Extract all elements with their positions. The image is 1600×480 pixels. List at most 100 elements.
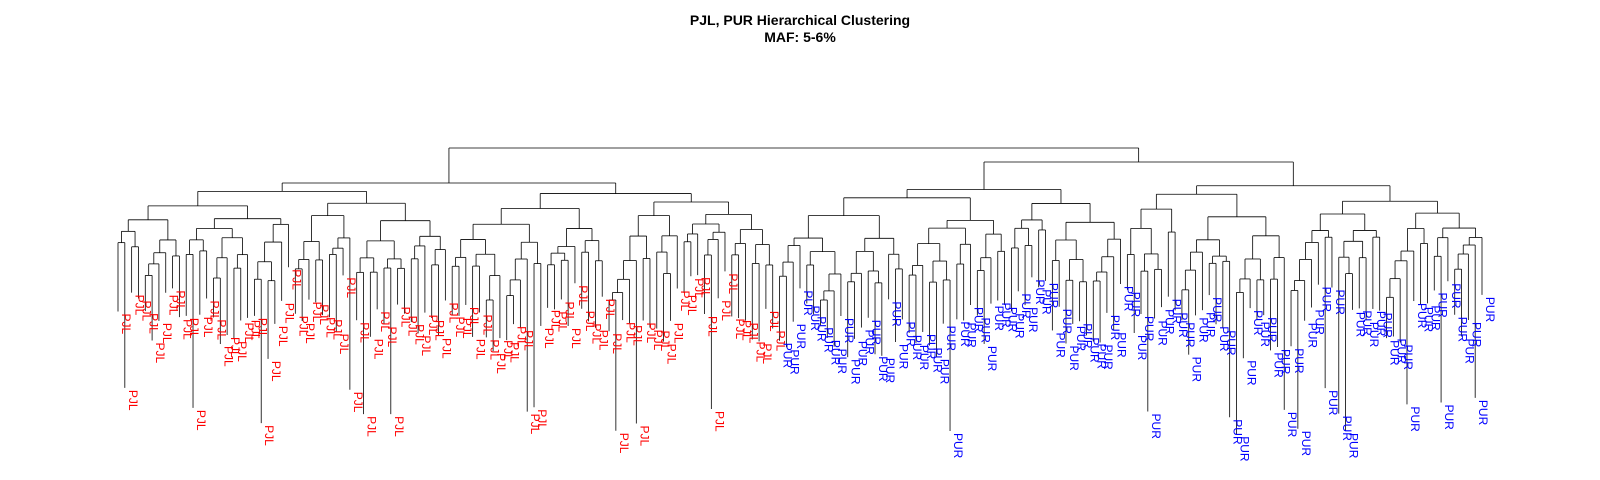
leaf-label: PJL (467, 307, 481, 328)
leaf-label: PUR (883, 358, 897, 384)
leaf-label: PUR (1442, 404, 1456, 430)
leaf-label: PUR (1142, 316, 1156, 342)
leaf-label: PJL (753, 342, 767, 363)
leaf-label: PUR (794, 324, 808, 350)
leaf-label: PJL (358, 322, 372, 343)
leaf-label: PUR (1149, 414, 1163, 440)
leaf-label: PUR (801, 290, 815, 316)
leaf-label: PUR (1074, 326, 1088, 352)
leaf-label: PJL (426, 315, 440, 336)
leaf-label: PUR (1408, 406, 1422, 432)
leaf-label: PJL (692, 278, 706, 299)
leaf-label: PJL (139, 301, 153, 322)
leaf-label: PUR (937, 359, 951, 385)
leaf-label: PUR (1176, 312, 1190, 338)
leaf-label: PJL (494, 353, 508, 374)
leaf-label: PUR (849, 359, 863, 385)
leaf-label: PJL (174, 290, 188, 311)
leaf-label: PJL (644, 322, 658, 343)
leaf-label: PJL (133, 295, 147, 316)
leaf-label: PUR (1067, 345, 1081, 371)
leaf-label: PJL (385, 327, 399, 348)
leaf-label: PUR (917, 345, 931, 371)
leaf-label: PUR (1374, 311, 1388, 337)
leaf-label: PUR (1278, 349, 1292, 375)
leaf-label: PJL (262, 425, 276, 446)
leaf-label: PJL (460, 318, 474, 339)
chart-title-block: PJL, PUR Hierarchical Clustering MAF: 5-… (0, 12, 1600, 46)
leaf-label: PJL (576, 285, 590, 306)
leaf-label: PUR (808, 305, 822, 331)
leaf-label: PJL (726, 273, 740, 294)
leaf-labels: PJLPJLPJLPJLPJLPJLPJLPJLPJLPJLPJLPJLPJLP… (119, 269, 1497, 462)
leaf-label: PJL (324, 317, 338, 338)
leaf-label: PJL (405, 316, 419, 337)
leaf-label: PUR (828, 340, 842, 366)
leaf-label: PUR (842, 318, 856, 344)
leaf-label: PUR (1313, 310, 1327, 336)
leaf-label: PJL (658, 331, 672, 352)
leaf-label: PJL (603, 299, 617, 320)
leaf-label: PJL (487, 339, 501, 360)
leaf-label: PUR (1306, 323, 1320, 349)
leaf-label: PUR (1203, 312, 1217, 338)
leaf-label: PJL (310, 302, 324, 323)
leaf-label: PJL (453, 317, 467, 338)
leaf-label: PJL (221, 346, 235, 367)
leaf-label: PUR (1108, 315, 1122, 341)
leaf-label: PUR (787, 349, 801, 375)
leaf-label: PUR (1456, 317, 1470, 343)
leaf-label: PUR (1449, 283, 1463, 309)
leaf-label: PUR (890, 301, 904, 327)
leaf-label: PUR (1231, 419, 1245, 445)
leaf-label: PUR (1401, 345, 1415, 371)
leaf-label: PUR (1319, 287, 1333, 313)
leaf-label: PUR (978, 318, 992, 344)
leaf-label: PUR (1190, 357, 1204, 383)
leaf-label: PJL (399, 307, 413, 328)
leaf-label: PUR (924, 334, 938, 360)
leaf-label: PUR (1081, 323, 1095, 349)
leaf-label: PUR (1258, 322, 1272, 348)
leaf-label: PJL (187, 318, 201, 339)
leaf-label: PJL (269, 361, 283, 382)
leaf-label: PJL (126, 390, 140, 411)
leaf-label: PJL (555, 311, 569, 332)
leaf-label: PUR (1217, 326, 1231, 352)
leaf-label: PUR (1428, 305, 1442, 331)
leaf-label: PJL (719, 300, 733, 321)
chart-subtitle: MAF: 5-6% (764, 29, 836, 45)
leaf-label: PUR (835, 349, 849, 375)
leaf-label: PUR (1394, 338, 1408, 364)
leaf-label: PUR (951, 433, 965, 459)
leaf-label: PUR (1237, 436, 1251, 462)
leaf-label: PJL (344, 277, 358, 298)
leaf-label: PUR (1101, 345, 1115, 371)
leaf-label: PJL (678, 291, 692, 312)
leaf-label: PUR (944, 326, 958, 352)
leaf-label: PJL (610, 333, 624, 354)
leaf-label: PJL (617, 433, 631, 454)
leaf-label: PUR (1019, 293, 1033, 319)
leaf-label: PJL (283, 303, 297, 324)
leaf-label: PJL (201, 317, 215, 338)
leaf-label: PJL (767, 311, 781, 332)
leaf-label: PJL (378, 311, 392, 332)
leaf-label: PJL (180, 319, 194, 340)
leaf-label: PUR (1040, 289, 1054, 315)
leaf-label: PJL (590, 323, 604, 344)
leaf-label: PJL (119, 313, 133, 334)
leaf-label: PUR (1388, 340, 1402, 366)
leaf-label: PJL (733, 318, 747, 339)
leaf-label: PUR (1033, 279, 1047, 305)
leaf-label: PUR (1265, 317, 1279, 343)
leaf-label: PJL (255, 318, 269, 339)
leaf-label: PUR (1435, 292, 1449, 318)
leaf-label: PJL (774, 330, 788, 351)
leaf-label: PJL (242, 323, 256, 344)
leaf-label: PUR (1415, 303, 1429, 329)
leaf-label: PJL (685, 295, 699, 316)
leaf-label: PJL (596, 330, 610, 351)
leaf-label: PJL (699, 277, 713, 298)
leaf-label: PUR (1251, 310, 1265, 336)
